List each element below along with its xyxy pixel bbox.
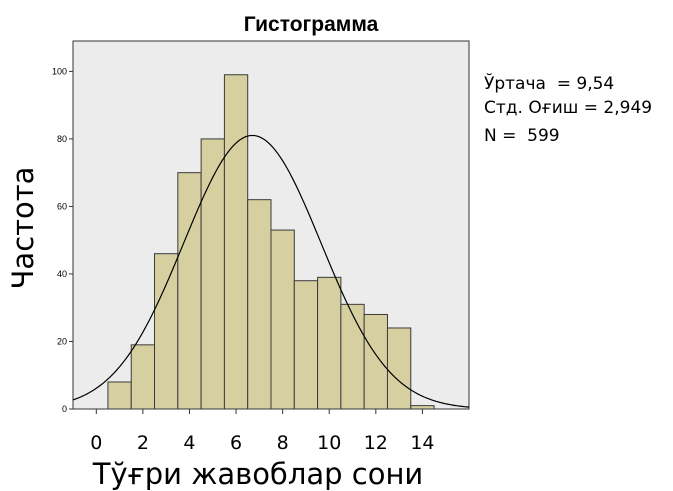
histogram-bar-4	[177, 172, 202, 410]
x-tick-label: 14	[410, 432, 434, 454]
x-axis-label: Тўғри жавоблар сони	[92, 457, 424, 491]
normal-curve	[72, 134, 470, 408]
histogram-bar-12	[363, 313, 388, 410]
histogram-bar-1	[107, 381, 132, 410]
histogram-bar-8	[270, 229, 295, 410]
histogram-bar-3	[154, 253, 179, 410]
y-tick-label: 40	[57, 269, 67, 279]
y-tick-label: 80	[57, 134, 67, 144]
histogram-bar-10	[317, 276, 342, 410]
std-dev-stat: Стд. Оғиш = 2,949	[484, 98, 653, 118]
n-stat: N = 599	[484, 126, 560, 146]
histogram-bar-2	[130, 344, 156, 410]
y-tick-label: 20	[57, 336, 67, 346]
y-tick-label: 0	[62, 404, 67, 414]
x-tick-label: 12	[364, 432, 388, 454]
y-tick-label: 100	[52, 66, 67, 76]
y-tick-label: 60	[57, 201, 67, 211]
histogram-bar-13	[386, 327, 412, 410]
stats-box: Ўртача = 9,54 Стд. Оғиш = 2,949 N = 599	[484, 72, 652, 148]
x-tick-label: 0	[90, 432, 102, 454]
chart-title: Гистограмма	[244, 13, 379, 36]
x-tick-label: 8	[277, 432, 289, 454]
histogram-bar-9	[293, 280, 319, 410]
histogram-bar-7	[247, 199, 272, 410]
x-tick-label: 6	[230, 432, 242, 454]
y-axis-label: Частота	[6, 167, 40, 290]
histogram-bar-11	[340, 303, 365, 410]
histogram-bar-6	[223, 74, 249, 410]
x-tick-label: 2	[137, 432, 149, 454]
mean-stat: Ўртача = 9,54	[484, 74, 615, 94]
histogram-bar-5	[200, 138, 225, 410]
x-tick-label: 4	[183, 432, 195, 454]
histogram-bar-14	[410, 405, 435, 410]
x-tick-label: 10	[317, 432, 341, 454]
